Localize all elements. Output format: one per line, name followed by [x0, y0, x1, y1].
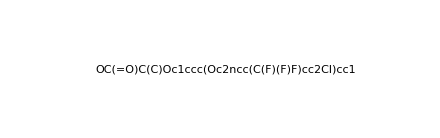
Text: OC(=O)C(C)Oc1ccc(Oc2ncc(C(F)(F)F)cc2Cl)cc1: OC(=O)C(C)Oc1ccc(Oc2ncc(C(F)(F)F)cc2Cl)c… [95, 65, 356, 75]
